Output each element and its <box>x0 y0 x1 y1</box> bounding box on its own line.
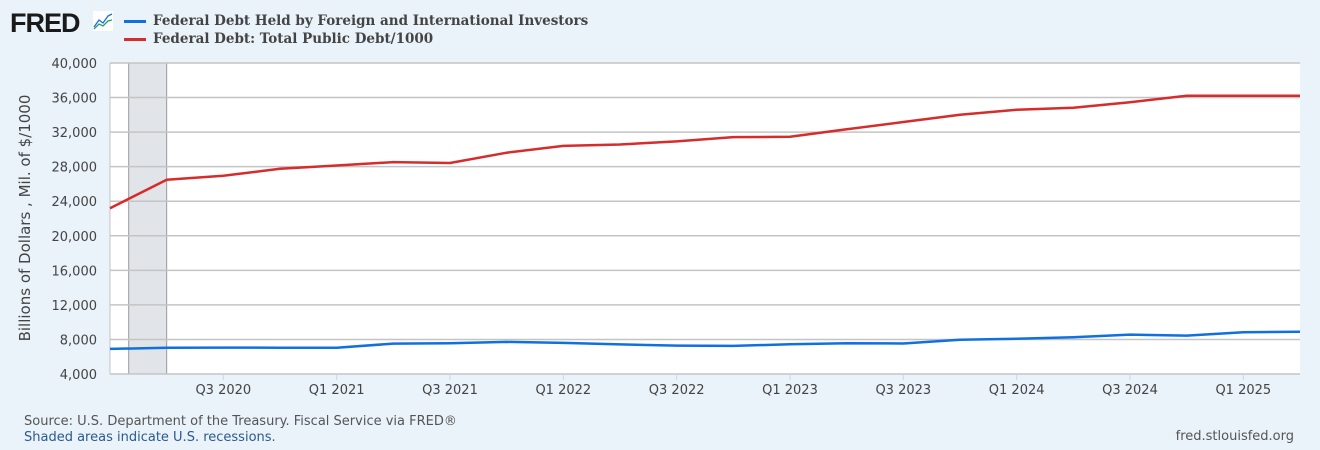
source-note: Source: U.S. Department of the Treasury.… <box>24 414 457 446</box>
series-line-total-public-debt <box>109 94 1300 210</box>
y-tick-label: 16,000 <box>52 264 98 279</box>
x-tick-label: Q3 2022 <box>649 383 705 398</box>
legend-swatch-blue <box>124 19 146 23</box>
x-tick-label: Q3 2023 <box>875 383 931 398</box>
recession-shading <box>128 62 168 375</box>
y-tick-label: 12,000 <box>52 299 98 314</box>
y-tick-label: 20,000 <box>52 230 98 245</box>
x-tick-label: Q1 2022 <box>535 383 591 398</box>
line-chart: 4,000 8,000 12,000 16,000 20,000 24,000 28,000… <box>16 57 1301 398</box>
x-tick-label: Q3 2021 <box>422 383 478 398</box>
y-tick-label: 4,000 <box>60 368 97 383</box>
y-tick-label: 8,000 <box>60 333 97 348</box>
legend-item-total[interactable]: Federal Debt: Total Public Debt/1000 <box>124 30 588 48</box>
legend-label: Federal Debt Held by Foreign and Interna… <box>153 13 589 29</box>
y-tick-label: 32,000 <box>52 126 98 141</box>
x-tick-label: Q3 2024 <box>1102 383 1158 398</box>
x-tick-label: Q3 2020 <box>195 383 251 398</box>
series-line-foreign-investors <box>109 330 1301 351</box>
x-tick-label: Q1 2024 <box>989 383 1045 398</box>
legend-label: Federal Debt: Total Public Debt/1000 <box>153 31 434 47</box>
chart-trend-icon <box>93 11 113 31</box>
fred-url[interactable]: fred.stlouisfed.org <box>1175 429 1294 444</box>
legend-item-foreign[interactable]: Federal Debt Held by Foreign and Interna… <box>124 12 588 30</box>
recession-note-link[interactable]: Shaded areas indicate U.S. recessions. <box>24 430 276 445</box>
y-tick-label: 40,000 <box>52 57 98 72</box>
x-tick-label: Q1 2023 <box>762 383 818 398</box>
chart-legend: Federal Debt Held by Foreign and Interna… <box>124 12 588 48</box>
y-tick-label: 28,000 <box>52 161 98 176</box>
y-tick-label: 24,000 <box>52 195 98 210</box>
x-tick-label: Q1 2021 <box>309 383 365 398</box>
x-tick-label: Q1 2025 <box>1215 383 1271 398</box>
fred-logo[interactable]: FRED <box>10 8 80 38</box>
legend-swatch-red <box>124 37 146 41</box>
y-tick-label: 36,000 <box>52 92 98 107</box>
source-text: Source: U.S. Department of the Treasury.… <box>24 414 457 429</box>
plot-area <box>110 63 1300 374</box>
y-axis-label: Billions of Dollars , Mil. of $/1000 <box>16 95 34 342</box>
